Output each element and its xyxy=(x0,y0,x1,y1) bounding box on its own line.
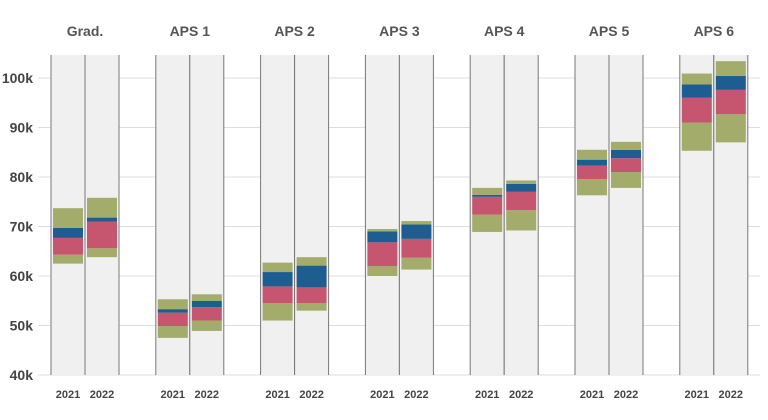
group-label: APS 1 xyxy=(170,23,211,39)
band-p25-median xyxy=(472,196,503,215)
band-min-p25 xyxy=(191,320,222,331)
band-median-p75 xyxy=(681,84,712,98)
band-min-p25 xyxy=(577,178,607,196)
band-p75-max xyxy=(262,262,293,273)
band-p75-max xyxy=(715,61,746,77)
band-median-p75 xyxy=(157,309,188,313)
band-min-p25 xyxy=(53,254,83,264)
group-label: APS 3 xyxy=(379,23,420,39)
column-background xyxy=(365,55,400,375)
band-median-p75 xyxy=(472,194,503,197)
band-median-p75 xyxy=(296,265,327,288)
band-p25-median xyxy=(401,238,432,258)
band-p25-median xyxy=(191,307,222,321)
y-tick-label: 80k xyxy=(10,169,34,185)
x-year-label: 2021 xyxy=(580,389,604,401)
band-p75-max xyxy=(157,299,188,310)
x-year-label: 2021 xyxy=(265,389,289,401)
x-year-label: 2021 xyxy=(475,389,499,401)
y-tick-label: 70k xyxy=(10,219,34,235)
band-p25-median xyxy=(87,221,117,249)
x-year-label: 2022 xyxy=(90,389,114,401)
group-label: APS 5 xyxy=(589,23,630,39)
band-median-p75 xyxy=(715,76,746,90)
band-min-p25 xyxy=(367,266,398,276)
x-year-label: 2021 xyxy=(161,389,185,401)
band-median-p75 xyxy=(191,300,222,308)
band-p25-median xyxy=(262,286,293,304)
band-p75-max xyxy=(401,221,432,225)
band-p25-median xyxy=(715,89,746,115)
band-min-p25 xyxy=(611,172,641,188)
band-min-p25 xyxy=(715,114,746,143)
x-year-label: 2022 xyxy=(509,389,533,401)
x-year-label: 2022 xyxy=(299,389,323,401)
band-p25-median xyxy=(611,158,641,173)
group-label: Grad. xyxy=(67,23,104,39)
band-median-p75 xyxy=(53,227,83,238)
y-tick-label: 40k xyxy=(10,367,34,383)
band-min-p25 xyxy=(472,214,503,232)
column-background xyxy=(260,55,295,375)
band-median-p75 xyxy=(611,149,641,159)
y-tick-label: 90k xyxy=(10,120,34,136)
band-min-p25 xyxy=(157,325,188,338)
band-median-p75 xyxy=(506,183,537,192)
group-label: APS 2 xyxy=(274,23,315,39)
band-p75-max xyxy=(681,73,712,85)
x-year-label: 2022 xyxy=(614,389,638,401)
band-p75-max xyxy=(611,141,641,150)
x-year-label: 2021 xyxy=(370,389,394,401)
band-p25-median xyxy=(506,191,537,211)
band-p25-median xyxy=(157,312,188,326)
band-min-p25 xyxy=(262,303,293,321)
column-background xyxy=(399,55,434,375)
group-label: APS 6 xyxy=(694,23,735,39)
x-year-label: 2022 xyxy=(404,389,428,401)
band-p75-max xyxy=(577,149,607,160)
band-median-p75 xyxy=(367,231,398,243)
band-p75-max xyxy=(296,257,327,266)
column-background xyxy=(609,55,643,375)
x-year-label: 2021 xyxy=(685,389,709,401)
band-median-p75 xyxy=(262,272,293,287)
band-min-p25 xyxy=(681,122,712,151)
band-p25-median xyxy=(296,287,327,304)
y-tick-label: 60k xyxy=(10,268,34,284)
band-p75-max xyxy=(87,197,117,218)
band-p75-max xyxy=(191,294,222,301)
band-p75-max xyxy=(53,208,83,228)
band-min-p25 xyxy=(296,303,327,311)
column-background xyxy=(575,55,609,375)
band-median-p75 xyxy=(401,224,432,239)
column-background xyxy=(294,55,329,375)
band-median-p75 xyxy=(577,159,607,166)
band-p75-max xyxy=(506,180,537,184)
band-min-p25 xyxy=(506,210,537,231)
band-min-p25 xyxy=(401,257,432,270)
band-p25-median xyxy=(367,242,398,267)
band-median-p75 xyxy=(87,217,117,222)
x-year-label: 2022 xyxy=(719,389,743,401)
band-p25-median xyxy=(681,97,712,123)
band-min-p25 xyxy=(87,248,117,258)
y-tick-label: 100k xyxy=(2,70,33,86)
band-p75-max xyxy=(472,187,503,195)
x-year-label: 2022 xyxy=(195,389,219,401)
y-tick-label: 50k xyxy=(10,318,34,334)
band-p75-max xyxy=(367,228,398,232)
group-label: APS 4 xyxy=(484,23,525,39)
band-p25-median xyxy=(53,237,83,255)
band-p25-median xyxy=(577,165,607,179)
x-year-label: 2021 xyxy=(56,389,80,401)
